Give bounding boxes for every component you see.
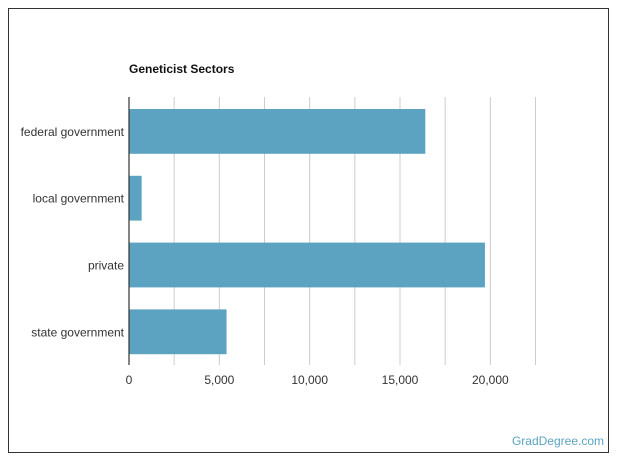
labels: federal government local government privat…: [21, 125, 509, 387]
x-tick-label-4: 20,000: [472, 373, 509, 387]
chart-frame: [8, 8, 609, 453]
x-tick-label-2: 10,000: [291, 373, 328, 387]
watermark-text: GradDegree.com: [511, 434, 604, 448]
bar-state-government: [129, 309, 227, 355]
x-tick-label-0: 0: [126, 373, 133, 387]
category-label-local-government: local government: [33, 192, 125, 206]
x-tick-label-1: 5,000: [204, 373, 234, 387]
category-label-private: private: [88, 259, 124, 273]
bar-private: [129, 242, 485, 288]
x-tick-label-3: 15,000: [382, 373, 419, 387]
bar-local-government: [129, 175, 142, 221]
category-label-federal-government: federal government: [21, 125, 125, 139]
bar-federal-government: [129, 109, 426, 154]
bars: [129, 109, 485, 355]
category-label-state-government: state government: [31, 325, 124, 339]
chart-title: Geneticist Sectors: [129, 62, 235, 76]
